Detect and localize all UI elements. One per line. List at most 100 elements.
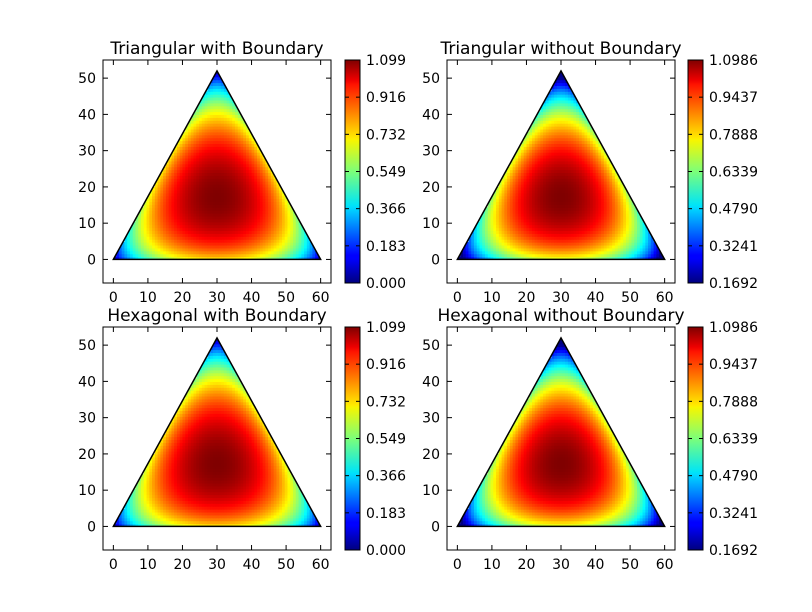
heatmap-cell	[617, 256, 622, 261]
heatmap-cell	[587, 186, 591, 191]
heatmap-cell	[501, 233, 505, 237]
heatmap-cell	[199, 125, 203, 130]
heatmap-cell	[226, 152, 231, 156]
heatmap-cell	[512, 184, 516, 188]
heatmap-cell	[218, 134, 222, 139]
heatmap-cell	[551, 201, 555, 205]
heatmap-cell	[276, 256, 280, 261]
heatmap-cell	[543, 175, 547, 179]
heatmap-cell	[165, 224, 170, 229]
heatmap-cell	[218, 82, 222, 86]
heatmap-cell	[545, 137, 550, 142]
heatmap-cell	[243, 184, 247, 188]
heatmap-cell	[576, 233, 580, 237]
heatmap-cell	[248, 172, 253, 176]
heatmap-cell	[237, 128, 242, 133]
heatmap-cell	[129, 236, 134, 240]
heatmap-cell	[141, 207, 145, 211]
heatmap-cell	[196, 239, 200, 243]
heatmap-cell	[251, 247, 255, 252]
heatmap-cell	[221, 102, 225, 107]
heatmap-cell	[531, 131, 536, 136]
heatmap-cell	[523, 152, 528, 156]
heatmap-cell	[548, 134, 552, 139]
heatmap-cell	[468, 247, 472, 252]
chart-title: Triangular with Boundary	[109, 39, 323, 59]
heatmap-cell	[193, 163, 197, 168]
heatmap-cell	[168, 230, 172, 234]
heatmap-cell	[190, 134, 195, 139]
heatmap-cell	[490, 250, 494, 255]
heatmap-cell	[279, 256, 283, 261]
heatmap-cell	[490, 221, 494, 226]
heatmap-cell	[573, 221, 577, 226]
heatmap-cell	[554, 186, 558, 191]
heatmap-cell	[590, 134, 594, 139]
heatmap-cell	[199, 215, 203, 220]
heatmap-cell	[165, 189, 170, 194]
heatmap-cell	[504, 253, 508, 258]
heatmap-cell	[609, 181, 613, 185]
heatmap-cell	[551, 114, 555, 118]
heatmap-cell	[507, 172, 511, 176]
heatmap-cell	[201, 155, 206, 159]
heatmap-cell	[523, 201, 528, 205]
heatmap-cell	[576, 111, 580, 115]
heatmap-cell	[590, 157, 594, 162]
heatmap-cell	[171, 198, 175, 203]
heatmap-cell	[545, 244, 550, 249]
heatmap-cell	[279, 253, 283, 258]
heatmap-cell	[603, 192, 608, 197]
heatmap-cell	[603, 242, 608, 246]
heatmap-cell	[606, 172, 610, 176]
heatmap-cell	[601, 215, 605, 220]
heatmap-cell	[545, 233, 550, 237]
heatmap-cell	[523, 175, 528, 179]
heatmap-cell	[174, 152, 178, 156]
heatmap-cell	[223, 198, 228, 203]
heatmap-cell	[223, 175, 228, 179]
heatmap-cell	[573, 186, 577, 191]
heatmap-cell	[507, 210, 511, 214]
heatmap-cell	[576, 247, 580, 252]
heatmap-cell	[185, 134, 189, 139]
heatmap-cell	[257, 242, 261, 246]
heatmap-cell	[578, 123, 583, 127]
heatmap-cell	[554, 91, 558, 95]
heatmap-cell	[584, 233, 588, 237]
heatmap-cell	[578, 178, 583, 182]
heatmap-cell	[501, 201, 505, 205]
heatmap-cell	[603, 210, 608, 214]
heatmap-cell	[595, 221, 599, 226]
heatmap-cell	[554, 94, 558, 98]
heatmap-cell	[487, 210, 492, 214]
heatmap-cell	[221, 221, 225, 226]
heatmap-cell	[210, 143, 214, 147]
heatmap-cell	[190, 242, 195, 246]
heatmap-cell	[229, 128, 233, 133]
heatmap-cell	[565, 152, 569, 156]
heatmap-cell	[201, 137, 206, 142]
heatmap-cell	[215, 198, 219, 203]
heatmap-cell	[201, 99, 206, 104]
heatmap-cell	[581, 186, 586, 191]
heatmap-cell	[176, 221, 181, 226]
heatmap-cell	[171, 242, 175, 246]
heatmap-cell	[160, 239, 164, 243]
heatmap-cell	[515, 213, 519, 217]
heatmap-cell	[554, 207, 558, 211]
heatmap-cell	[493, 247, 497, 252]
heatmap-cell	[556, 172, 561, 176]
heatmap-cell	[168, 244, 172, 249]
heatmap-cell	[218, 88, 222, 92]
heatmap-cell	[576, 195, 580, 200]
heatmap-cell	[639, 242, 644, 246]
heatmap-cell	[218, 128, 222, 133]
heatmap-cell	[509, 195, 514, 200]
heatmap-cell	[229, 172, 233, 176]
heatmap-cell	[199, 152, 203, 156]
heatmap-cell	[471, 239, 475, 243]
heatmap-cell	[476, 247, 481, 252]
heatmap-cell	[534, 236, 539, 240]
heatmap-cell	[573, 111, 577, 115]
